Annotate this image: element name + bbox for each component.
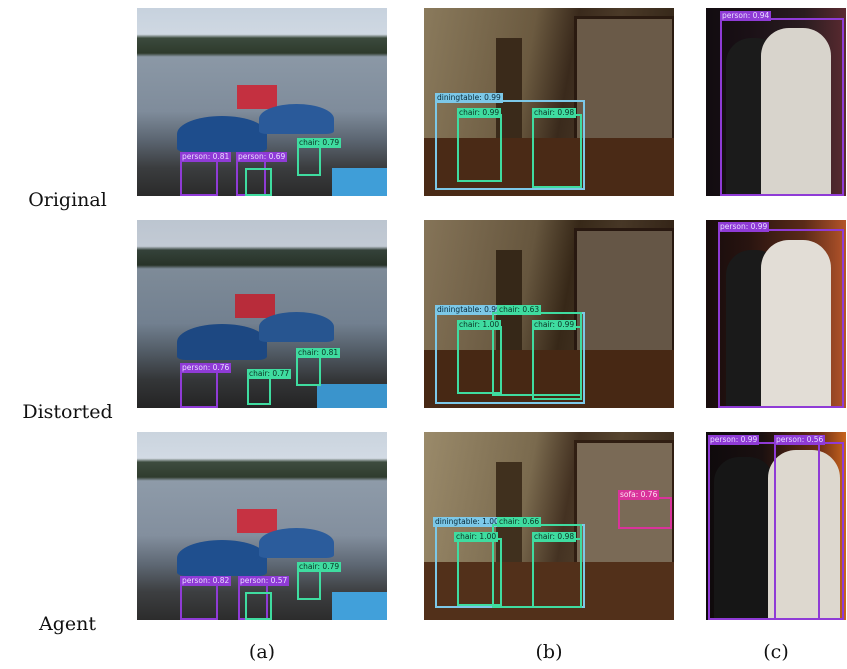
bbox-person	[774, 442, 820, 620]
bbox-chair	[457, 114, 502, 182]
doorway	[574, 440, 674, 576]
bbox-label: person: 0.56	[774, 435, 826, 445]
floor	[424, 562, 674, 620]
bbox-label: sofa: 0.76	[618, 490, 660, 500]
flag	[237, 85, 277, 109]
bbox-chair	[532, 538, 582, 608]
bbox-label: person: 0.94	[720, 11, 772, 21]
image-original-c: person: 0.94	[706, 8, 846, 196]
bbox-label: chair: 0.81	[296, 348, 341, 358]
bbox-label: diningtable: 0.99	[435, 93, 503, 103]
bbox-chair	[532, 326, 582, 400]
image-original-b: diningtable: 0.99 chair: 0.99 chair: 0.9…	[424, 8, 674, 196]
bbox-label: chair: 0.63	[497, 305, 542, 315]
bbox-person	[180, 584, 218, 620]
umbrella-1	[177, 540, 267, 576]
bbox-chair	[297, 570, 321, 600]
umbrella-1	[177, 324, 267, 360]
bbox-label: chair: 1.00	[454, 532, 499, 542]
image-agent-c: person: 0.99 person: 0.56	[706, 432, 846, 620]
bbox-label: chair: 0.98	[532, 108, 577, 118]
bbox-diningtable	[435, 100, 585, 190]
row-label-original: Original	[28, 189, 107, 211]
person-right	[761, 240, 831, 408]
column-label-b: (b)	[535, 641, 563, 663]
bbox-chair	[297, 146, 321, 176]
bbox-label: chair: 0.77	[247, 369, 292, 379]
pool	[332, 592, 387, 620]
image-agent-b: diningtable: 1.00 chair: 0.66 chair: 1.0…	[424, 432, 674, 620]
bbox-chair	[296, 356, 321, 386]
doorway	[574, 228, 674, 364]
bbox-chair	[457, 326, 502, 394]
bbox-label: diningtable: 0.99	[435, 305, 503, 315]
person-right	[768, 450, 840, 620]
bbox-label: person: 0.57	[238, 576, 290, 586]
image-distorted-a: person: 0.76 chair: 0.77 chair: 0.81	[137, 220, 387, 408]
bbox-label: person: 0.76	[180, 363, 232, 373]
flag	[237, 509, 277, 533]
column-label-c: (c)	[763, 641, 789, 663]
flag	[235, 294, 275, 318]
bbox-chair	[532, 114, 582, 188]
bbox-label: chair: 1.00	[457, 320, 502, 330]
bbox-chair	[245, 592, 272, 620]
bbox-label: person: 0.69	[236, 152, 288, 162]
person-right	[761, 28, 831, 196]
umbrella-2	[259, 528, 334, 558]
pool	[332, 168, 387, 196]
umbrella-1	[177, 116, 267, 152]
bbox-person	[718, 229, 844, 408]
bbox-chair	[245, 168, 272, 196]
bbox-label: chair: 0.99	[457, 108, 502, 118]
bbox-label: person: 0.81	[180, 152, 232, 162]
row-label-distorted: Distorted	[22, 401, 113, 423]
bbox-label: chair: 0.66	[497, 517, 542, 527]
bbox-label: chair: 0.79	[297, 562, 342, 572]
doorway	[574, 16, 674, 152]
column-label-a: (a)	[248, 641, 276, 663]
bbox-label: person: 0.99	[708, 435, 760, 445]
image-distorted-b: diningtable: 0.99 chair: 0.63 chair: 1.0…	[424, 220, 674, 408]
bbox-person	[180, 160, 218, 196]
image-distorted-c: person: 0.99	[706, 220, 846, 408]
pool	[317, 384, 387, 408]
image-original-a: person: 0.81 person: 0.69 chair: 0.79	[137, 8, 387, 196]
row-label-agent: Agent	[39, 613, 96, 635]
bbox-chair	[247, 377, 271, 405]
bbox-label: diningtable: 1.00	[433, 517, 501, 527]
bbox-person	[720, 18, 844, 196]
person-left	[714, 457, 774, 620]
bbox-label: chair: 0.79	[297, 138, 342, 148]
bbox-person	[180, 370, 218, 408]
bbox-chair	[457, 538, 502, 606]
umbrella-2	[259, 104, 334, 134]
bbox-sofa	[618, 497, 672, 529]
bbox-label: chair: 0.99	[532, 320, 577, 330]
umbrella-2	[259, 312, 334, 342]
bbox-label: chair: 0.98	[532, 532, 577, 542]
image-agent-a: person: 0.82 person: 0.57 chair: 0.79	[137, 432, 387, 620]
bbox-label: person: 0.82	[180, 576, 232, 586]
bbox-label: person: 0.99	[718, 222, 770, 232]
